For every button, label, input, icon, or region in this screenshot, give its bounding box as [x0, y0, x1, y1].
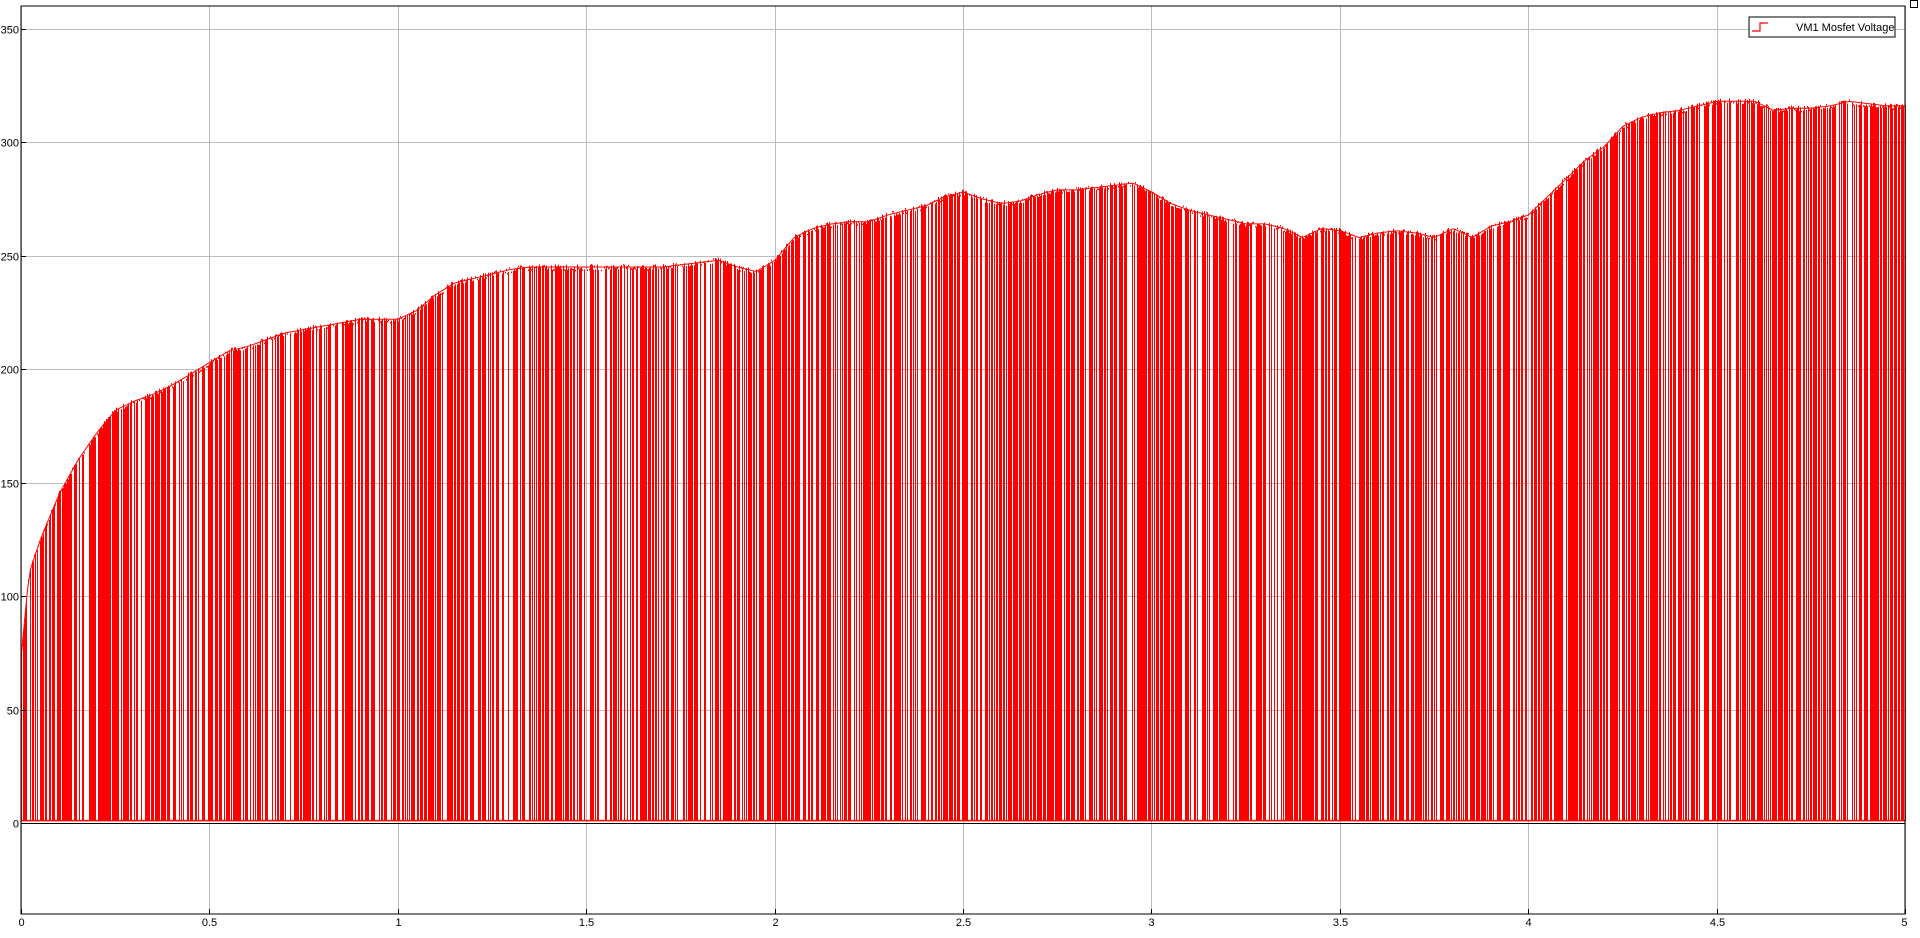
waveform-envelope	[21, 100, 1906, 654]
x-tick-label: 1.5	[579, 917, 594, 929]
y-tick-label: 100	[1, 592, 19, 604]
y-tick-label: 50	[7, 706, 19, 718]
x-tick-label: 2	[772, 917, 778, 929]
x-tick-label: 4	[1525, 917, 1531, 929]
y-tick-label: 200	[1, 365, 19, 377]
x-tick-label: 1	[395, 917, 401, 929]
y-tick-label: 300	[1, 138, 19, 150]
legend-frame	[1748, 16, 1896, 38]
legend-step-icon	[1752, 22, 1768, 32]
series-layer	[21, 98, 1906, 822]
legend-box[interactable]: VM1 Mosfet Voltage	[1748, 16, 1896, 38]
x-tick-label: 0.5	[202, 917, 217, 929]
axis-ticks: 0 0.5 1 1.5 2 2.5 3 3.5 4 4.5 50501001502002503003…	[1, 25, 1908, 930]
y-tick-label: 0	[13, 819, 19, 831]
y-tick-label: 250	[1, 252, 19, 264]
x-tick-label: 3	[1148, 917, 1154, 929]
x-tick-label: 4.5	[1710, 917, 1725, 929]
x-tick-label: 0	[18, 917, 24, 929]
x-tick-label: 5	[1901, 917, 1907, 929]
x-tick-label: 3.5	[1333, 917, 1348, 929]
y-tick-label: 350	[1, 25, 19, 37]
legend-label: VM1 Mosfet Voltage	[1796, 22, 1894, 34]
x-tick-label: 2.5	[956, 917, 971, 929]
resize-handle[interactable]	[1910, 0, 1918, 8]
y-tick-label: 150	[1, 479, 19, 491]
